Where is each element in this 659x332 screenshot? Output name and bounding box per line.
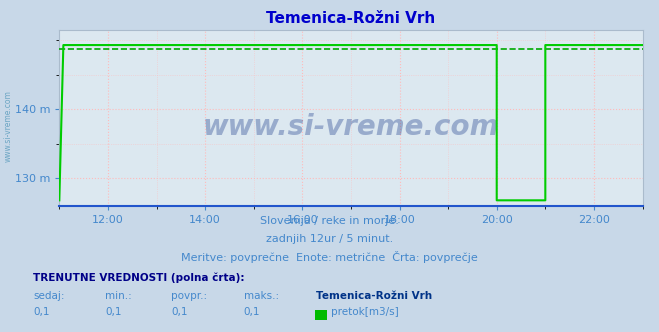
Text: pretok[m3/s]: pretok[m3/s] bbox=[331, 307, 399, 317]
Text: maks.:: maks.: bbox=[244, 291, 279, 301]
Text: 0,1: 0,1 bbox=[244, 307, 260, 317]
Text: www.si-vreme.com: www.si-vreme.com bbox=[4, 90, 13, 162]
Text: 0,1: 0,1 bbox=[33, 307, 49, 317]
Text: zadnjih 12ur / 5 minut.: zadnjih 12ur / 5 minut. bbox=[266, 234, 393, 244]
Text: sedaj:: sedaj: bbox=[33, 291, 65, 301]
Text: min.:: min.: bbox=[105, 291, 132, 301]
Text: 0,1: 0,1 bbox=[171, 307, 188, 317]
Text: TRENUTNE VREDNOSTI (polna črta):: TRENUTNE VREDNOSTI (polna črta): bbox=[33, 272, 244, 283]
Text: Temenica-Rožni Vrh: Temenica-Rožni Vrh bbox=[316, 291, 432, 301]
Text: 0,1: 0,1 bbox=[105, 307, 122, 317]
Title: Temenica-Rožni Vrh: Temenica-Rožni Vrh bbox=[266, 11, 436, 26]
Text: Meritve: povprečne  Enote: metrične  Črta: povprečje: Meritve: povprečne Enote: metrične Črta:… bbox=[181, 251, 478, 263]
Text: povpr.:: povpr.: bbox=[171, 291, 208, 301]
Text: Slovenija / reke in morje.: Slovenija / reke in morje. bbox=[260, 216, 399, 226]
Text: www.si-vreme.com: www.si-vreme.com bbox=[203, 113, 499, 141]
